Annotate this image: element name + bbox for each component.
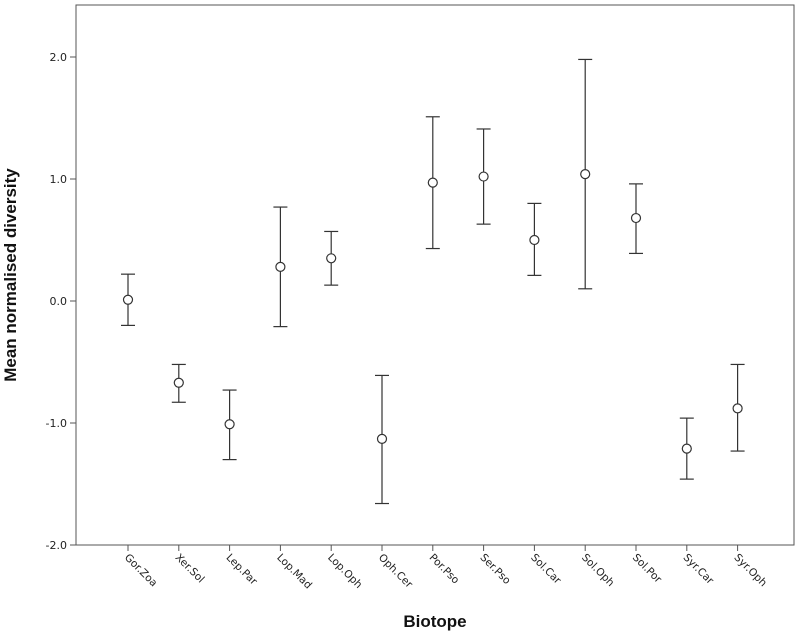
x-tick-label: Gor.Zoa	[122, 552, 160, 590]
error-bar-sol-por	[629, 183, 643, 255]
mean-point	[326, 253, 337, 264]
x-tick-label: Lep.Par	[223, 552, 259, 588]
mean-point	[122, 294, 134, 305]
x-tick-label: Sol.Por	[630, 552, 664, 586]
error-bar-oph-cer	[375, 374, 389, 505]
error-bar-gor-zoa	[121, 273, 135, 326]
mean-point	[427, 177, 438, 188]
error-bar-syr-car	[679, 417, 694, 480]
x-tick-label: Syr.Oph	[731, 552, 769, 590]
mean-point	[732, 403, 743, 414]
y-tick-label: 0.0	[50, 295, 68, 308]
x-tick-label: Sol.Car	[528, 552, 563, 587]
x-tick-label: Lop.Oph	[325, 552, 364, 591]
error-bar-xer-sol	[171, 363, 186, 403]
error-bar-sol-oph	[578, 58, 593, 290]
mean-point	[173, 377, 184, 388]
x-tick-label: Syr.Car	[681, 552, 717, 588]
error-bar-lep-par	[222, 389, 237, 461]
y-tick-label: -1.0	[46, 417, 67, 430]
x-tick-label: Por.Pso	[427, 552, 462, 587]
mean-point	[376, 433, 388, 444]
error-bar-ser-pso	[476, 128, 491, 225]
mean-point	[224, 419, 235, 430]
mean-point	[275, 261, 286, 272]
mean-point	[580, 169, 591, 180]
y-axis: -2.0 -1.0 0.0 1.0 2.0	[46, 51, 76, 552]
mean-point	[529, 234, 540, 246]
x-tick-label: Lop.Mad	[274, 552, 314, 592]
error-bar-syr-oph	[730, 363, 745, 452]
x-axis-title: Biotope	[403, 612, 466, 631]
y-axis-title: Mean normalised diversity	[1, 168, 20, 382]
x-tick-label: Xer.Sol	[173, 552, 207, 586]
y-tick-label: 1.0	[50, 173, 68, 186]
x-tick-label: Oph.Cer	[376, 552, 415, 591]
error-bar-por-pso	[425, 116, 440, 250]
x-tick-label: Ser.Pso	[477, 552, 512, 587]
x-axis: Gor.Zoa Xer.Sol Lep.Par Lop.Mad Lop.Oph Oph.C…	[122, 545, 769, 591]
y-tick-label: 2.0	[50, 51, 68, 64]
mean-point	[681, 443, 692, 454]
y-tick-label: -2.0	[46, 539, 67, 552]
x-tick-label: Sol.Oph	[579, 552, 616, 589]
mean-point	[478, 171, 489, 182]
error-bar-lop-oph	[324, 230, 339, 286]
error-bars	[121, 58, 745, 505]
error-bar-lop-mad	[273, 206, 288, 328]
mean-point	[630, 212, 642, 224]
error-bar-sol-car	[527, 202, 542, 276]
plot-frame	[75, 4, 795, 546]
